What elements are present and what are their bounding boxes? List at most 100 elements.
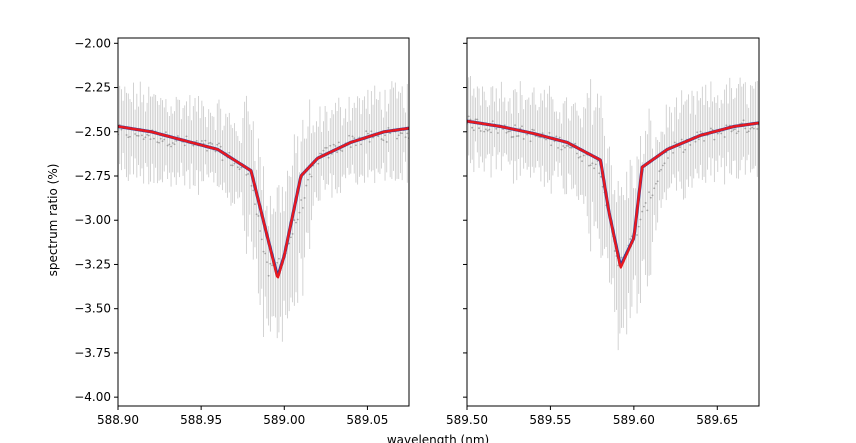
- data-point: [158, 141, 160, 144]
- data-point: [384, 134, 386, 137]
- data-point: [134, 133, 137, 135]
- data-point: [617, 264, 620, 267]
- data-point: [490, 131, 492, 134]
- data-point: [289, 236, 292, 239]
- data-point: [317, 162, 320, 165]
- data-point: [218, 142, 220, 145]
- fit-line-red: [118, 125, 409, 279]
- data-point: [725, 124, 728, 127]
- data-point: [703, 140, 705, 142]
- data-point: [271, 264, 273, 267]
- data-point: [744, 127, 747, 130]
- data-point: [339, 149, 342, 151]
- data-point: [735, 132, 738, 135]
- data-point: [545, 138, 547, 141]
- data-point: [649, 196, 652, 199]
- y-tick-label: −4.00: [74, 390, 111, 404]
- data-point: [332, 143, 335, 146]
- data-point: [250, 184, 253, 187]
- data-point: [173, 143, 176, 146]
- data-point: [175, 140, 178, 142]
- data-point: [252, 189, 255, 192]
- data-point: [387, 126, 390, 129]
- data-point: [221, 159, 224, 162]
- data-point: [267, 274, 270, 277]
- left-panel: −2.00 −2.25 −2.50 −2.75 −3.00 −3.25 −3.50 −3.75…: [74, 36, 410, 427]
- axes-frame: [466, 37, 760, 407]
- data-point: [514, 124, 516, 127]
- data-point: [510, 136, 513, 138]
- data-point: [548, 132, 551, 134]
- y-tick-label: −2.75: [74, 169, 111, 183]
- data-point: [296, 218, 299, 221]
- x-tick-label: 589.05: [346, 413, 388, 427]
- data-point: [569, 146, 571, 149]
- data-point: [142, 138, 145, 141]
- data-point: [522, 138, 525, 140]
- data-point: [331, 152, 333, 155]
- data-point: [336, 151, 339, 154]
- data-point: [147, 134, 150, 137]
- data-point: [720, 132, 723, 135]
- data-point: [240, 166, 243, 169]
- data-point: [129, 135, 131, 138]
- data-point: [512, 136, 515, 138]
- data-point: [368, 141, 371, 143]
- x-tick-label: 589.60: [613, 413, 655, 427]
- data-point: [247, 173, 249, 175]
- data-point: [264, 252, 267, 255]
- data-point: [716, 132, 719, 135]
- data-point: [195, 139, 198, 142]
- data-point: [644, 202, 647, 204]
- x-tick-label: 589.55: [529, 413, 571, 427]
- data-point: [651, 194, 654, 197]
- data-point: [337, 141, 340, 144]
- y-tick-label: −2.00: [74, 36, 111, 50]
- plot-area: [467, 76, 759, 351]
- data-point: [238, 168, 241, 171]
- data-point: [555, 135, 558, 138]
- data-point: [557, 146, 559, 149]
- data-point: [581, 160, 583, 163]
- data-point: [146, 133, 149, 136]
- data-point: [684, 148, 687, 151]
- data-point: [710, 127, 712, 130]
- data-point: [491, 120, 494, 123]
- data-point: [505, 131, 508, 134]
- data-point: [156, 141, 159, 144]
- data-point: [577, 156, 580, 159]
- data-point: [396, 137, 398, 140]
- data-point: [168, 143, 171, 146]
- data-point: [579, 155, 582, 158]
- data-point: [756, 128, 759, 130]
- data-point: [159, 137, 162, 140]
- data-point: [141, 134, 143, 137]
- data-point: [322, 149, 325, 152]
- data-point: [298, 211, 301, 214]
- data-point: [348, 134, 350, 137]
- data-point: [399, 132, 402, 134]
- data-point: [255, 213, 258, 216]
- data-point: [127, 136, 130, 139]
- data-point: [207, 142, 210, 145]
- data-point: [170, 145, 172, 148]
- data-point: [507, 130, 510, 133]
- data-point: [377, 135, 380, 138]
- data-point: [231, 164, 234, 167]
- data-point: [560, 148, 563, 151]
- data-point: [747, 130, 750, 133]
- data-point: [613, 250, 616, 252]
- data-point: [636, 234, 638, 236]
- data-point: [588, 164, 590, 167]
- data-point: [646, 209, 649, 212]
- data-point: [737, 130, 740, 133]
- data-point: [293, 219, 296, 222]
- data-point: [183, 144, 186, 147]
- data-point: [723, 136, 726, 138]
- data-point: [672, 152, 675, 154]
- data-point: [278, 257, 280, 260]
- data-point: [135, 134, 138, 137]
- data-point: [558, 136, 561, 139]
- data-point: [471, 126, 474, 129]
